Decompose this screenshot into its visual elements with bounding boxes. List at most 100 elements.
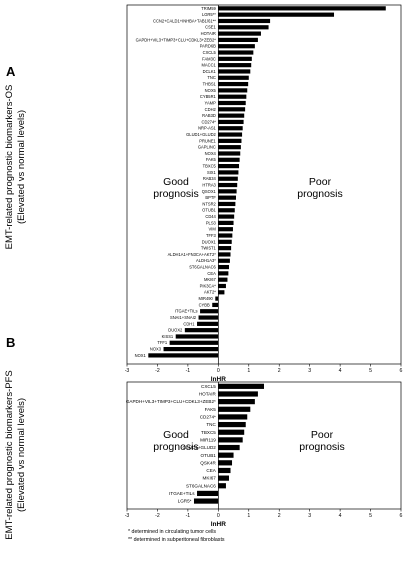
chart-a-category-label: DUOX2 [168, 328, 183, 333]
chart-a-bar [218, 37, 258, 43]
chart-a-category-label: QSOX1 [202, 189, 217, 194]
figure: A B EMT-related prognostic biomarkers-OS… [4, 4, 403, 543]
chart-a-category-label: FAK5 [206, 157, 217, 162]
chart-a-bar [218, 18, 271, 24]
chart-b-category-label: MKI67 [203, 476, 217, 481]
chart-a-category-label: TRIM59 [201, 6, 216, 11]
chart-a-bar [200, 309, 219, 314]
chart-a-xtick-label: 5 [369, 368, 372, 374]
chart-b-bar [218, 383, 264, 389]
chart-b-category-label: FAK5 [205, 407, 217, 412]
chart-b-bar [218, 444, 240, 451]
chart-a-bar [218, 220, 234, 225]
footnote-fibroblasts: ** determined in subperitoneal fibroblas… [128, 537, 225, 543]
chart-b-category-label: HOTAIR [199, 392, 217, 397]
chart-a-bar [218, 69, 251, 74]
chart-a-bar [218, 107, 246, 112]
chart-a: -3 -2 -1 0 1 2 3 4 5 6 lnHR TRIM59LGR5**CCN2+CALD1+… [125, 4, 403, 383]
chart-a-category-label: GAPDH+VIL3+TIMP3+CLU+CDKL3+ZEB2* [136, 37, 217, 42]
chart-a-category-label: MACC1 [201, 63, 216, 68]
chart-a-bar [218, 44, 255, 49]
chart-a-bar [218, 94, 247, 99]
chart-a-category-label: DCLK1 [203, 69, 217, 74]
chart-a-category-label: RAB3D [202, 113, 216, 118]
chart-a-bar [218, 31, 261, 36]
chart-b-category-label: TBXC5 [201, 430, 216, 435]
chart-a-bar [175, 334, 219, 339]
chart-a-category-label: PRUNE1 [199, 138, 216, 143]
chart-a-xtick-label: 3 [308, 368, 311, 374]
chart-a-bar [218, 119, 244, 125]
chart-b-xtick-label: 2 [278, 513, 281, 519]
chart-a-category-label: CD274* [201, 119, 216, 124]
chart-a-xtick-label: -1 [186, 368, 191, 374]
chart-a-xtick-label: 0 [217, 368, 220, 374]
chart-a-bar [218, 201, 236, 207]
chart-a-bar [218, 75, 249, 80]
chart-a-category-label: MIR490 [198, 296, 213, 301]
chart-a-good-prognosis-text: prognosis [153, 188, 199, 200]
chart-b-category-label: OTUB1 [201, 453, 217, 458]
chart-b-poor-prognosis-text: Poor [311, 429, 334, 441]
chart-a-category-label: PLS3 [206, 220, 217, 225]
chart-a-xtick-label: 4 [339, 368, 342, 374]
panel-b-letter: B [6, 335, 16, 350]
chart-a-xtick-label: -3 [125, 368, 130, 374]
chart-a-bar [218, 151, 241, 156]
chart-a-xlabel: lnHR [211, 376, 226, 383]
chart-a-xtick-label: 6 [400, 368, 403, 374]
chart-a-category-label: NOX5 [205, 88, 217, 93]
chart-a-category-label: TNC [207, 75, 215, 80]
chart-a-bar [218, 164, 240, 169]
chart-a-bar [198, 315, 219, 320]
chart-a-category-label: FAM3C [202, 56, 216, 61]
chart-a-category-label: CCN2+CALD1+INHBA+TAB1/61** [153, 18, 216, 23]
chart-a-bar [218, 12, 335, 17]
chart-b-category-label: MIR119 [200, 437, 216, 442]
chart-a-frame [126, 4, 402, 365]
chart-a-bar [218, 56, 252, 61]
chart-a-category-label: BPTF [205, 195, 216, 200]
chart-b-xtick-label: 4 [339, 513, 342, 519]
chart-b-bar [218, 483, 226, 489]
chart-a-bar [218, 195, 236, 200]
chart-b-bar [218, 429, 245, 435]
chart-b-bar [218, 460, 233, 466]
chart-b-category-label: TNC [206, 422, 216, 427]
chart-b-bar [218, 406, 251, 412]
chart-b-xtick-label: 6 [400, 513, 403, 519]
chart-b-category-label: CD274* [200, 415, 216, 420]
chart-a-category-label: HTRA3 [202, 182, 216, 187]
chart-a-bar [218, 283, 226, 289]
chart-a-category-label: ALDH1A1+FN3CA+AKT2* [168, 252, 217, 257]
chart-b-bar [218, 467, 231, 474]
chart-a-category-label: LGR5** [202, 12, 216, 17]
chart-a-category-label: KISS1 [162, 334, 174, 339]
chart-b-category-label: CXCL5 [201, 384, 216, 389]
chart-a-category-label: CYB5R1 [200, 94, 217, 99]
chart-a-bar [218, 132, 243, 137]
chart-b-good-prognosis-text: prognosis [153, 441, 199, 453]
chart-a-category-label: NOX3 [150, 347, 162, 352]
chart-a-category-label: HOTAIR [201, 31, 216, 36]
chart-b-xtick-label: 5 [369, 513, 372, 519]
chart-a-bar [218, 176, 238, 181]
chart-a-xtick-label: 1 [247, 368, 250, 374]
chart-a-bar [218, 227, 233, 232]
chart-a-xtick-label: -2 [155, 368, 160, 374]
chart-a-category-label: NOX4 [205, 151, 217, 156]
chart-b-poor-prognosis-text: prognosis [299, 441, 345, 453]
chart-a-bar [218, 189, 237, 194]
chart-b-xlabel: lnHR [211, 521, 226, 528]
chart-a-poor-prognosis-text: Poor [309, 176, 332, 188]
chart-a-category-label: ST6GALNAC6 [189, 265, 216, 270]
chart-b-xtick-label: -3 [125, 513, 130, 519]
chart-a-category-label: CEA [207, 271, 216, 276]
chart-b-category-label: ITGAE+TILs [169, 491, 195, 496]
chart-a-category-label: THBS1 [203, 82, 217, 87]
chart-a-category-label: NRP-AS1 [198, 126, 216, 131]
footnote-ctc: * determined in circulating tumor cells [128, 529, 217, 535]
chart-a-category-label: CD44 [205, 214, 216, 219]
chart-a-bar [218, 239, 232, 244]
chart-a-category-label: TBXC5 [203, 164, 217, 169]
